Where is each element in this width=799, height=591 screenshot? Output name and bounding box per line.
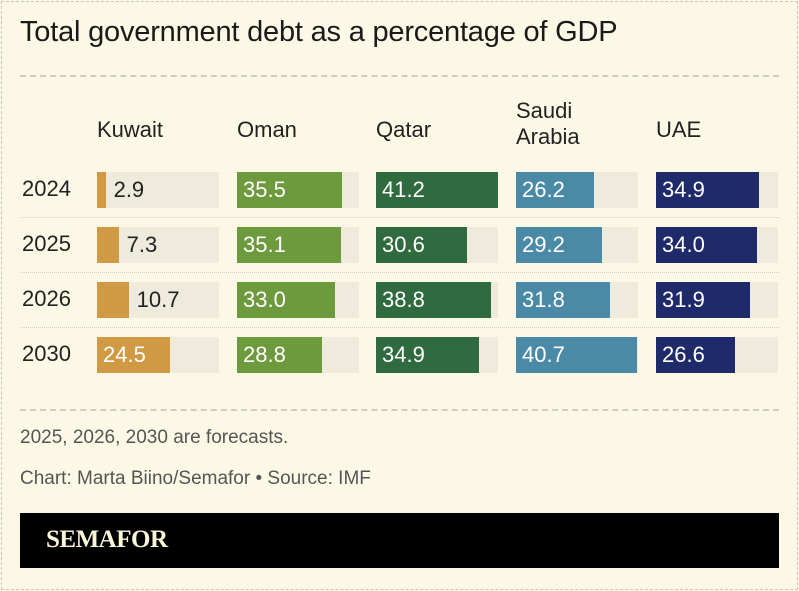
bar-saudi-arabia-2025 xyxy=(516,227,603,263)
column-header-kuwait: Kuwait xyxy=(97,117,164,142)
value-label: 41.2 xyxy=(382,177,425,202)
bar-track: 10.7 xyxy=(97,282,219,318)
bar-track: 30.6 xyxy=(376,227,498,263)
row-separator xyxy=(20,272,779,273)
bar-track: 28.8 xyxy=(237,337,359,373)
value-label: 24.5 xyxy=(103,342,146,367)
semafor-logo: SEMAFOR xyxy=(46,526,168,553)
value-label: 34.9 xyxy=(382,342,425,367)
value-label: 35.1 xyxy=(243,232,286,257)
value-label: 33.0 xyxy=(243,287,286,312)
bar-saudi-arabia-2026 xyxy=(516,282,611,318)
bar-oman-2030 xyxy=(237,337,323,373)
row-label-2026: 2026 xyxy=(22,286,71,311)
value-label: 31.8 xyxy=(522,287,565,312)
value-label: 26.2 xyxy=(522,177,565,202)
column-header-saudi-arabia: Saudi Arabia xyxy=(516,98,580,149)
bar-track: 26.6 xyxy=(656,337,778,373)
row-separator xyxy=(20,327,779,328)
bar-track: 26.2 xyxy=(516,172,638,208)
value-label: 26.6 xyxy=(662,342,705,367)
forecast-note: 2025, 2026, 2030 are forecasts. xyxy=(20,427,289,448)
column-header-qatar: Qatar xyxy=(376,117,432,142)
bar-uae-2025 xyxy=(656,227,757,263)
bar-oman-2024 xyxy=(237,172,343,208)
bar-track: 41.2 xyxy=(376,172,498,208)
bar-track: 40.7 xyxy=(516,337,638,373)
bar-track: 29.2 xyxy=(516,227,638,263)
bar-track: 33.0 xyxy=(237,282,359,318)
bar-oman-2025 xyxy=(237,227,341,263)
value-label: 31.9 xyxy=(662,287,705,312)
bar-uae-2030 xyxy=(656,337,735,373)
value-label: 40.7 xyxy=(522,342,565,367)
value-label: 7.3 xyxy=(126,232,158,257)
bar-track: 24.5 xyxy=(97,337,219,373)
bar-kuwait-2030 xyxy=(97,337,170,373)
value-label: 34.9 xyxy=(662,177,705,202)
bar-track: 31.9 xyxy=(656,282,778,318)
bar-track: 35.1 xyxy=(237,227,359,263)
bar-kuwait-2026 xyxy=(97,282,129,318)
bar-qatar-2026 xyxy=(376,282,491,318)
column-header-uae: UAE xyxy=(656,117,702,142)
bar-saudi-arabia-2030 xyxy=(516,337,637,373)
value-label: 28.8 xyxy=(243,342,286,367)
bar-saudi-arabia-2024 xyxy=(516,172,594,208)
column-header-oman: Oman xyxy=(237,117,297,142)
row-label-2024: 2024 xyxy=(22,176,71,201)
bar-qatar-2025 xyxy=(376,227,467,263)
value-label: 35.5 xyxy=(243,177,286,202)
source-credit: Chart: Marta Biino/Semafor • Source: IMF xyxy=(20,468,371,489)
bar-track: 34.9 xyxy=(656,172,778,208)
value-label: 38.8 xyxy=(382,287,425,312)
bar-kuwait-2025 xyxy=(97,227,119,263)
value-label: 29.2 xyxy=(522,232,565,257)
bar-oman-2026 xyxy=(237,282,335,318)
bar-track: 31.8 xyxy=(516,282,638,318)
top-divider xyxy=(20,75,779,77)
bar-uae-2024 xyxy=(656,172,760,208)
row-label-2025: 2025 xyxy=(22,231,71,256)
bar-track: 7.3 xyxy=(97,227,219,263)
bar-uae-2026 xyxy=(656,282,751,318)
bar-qatar-2030 xyxy=(376,337,480,373)
bar-track: 35.5 xyxy=(237,172,359,208)
bar-track: 38.8 xyxy=(376,282,498,318)
chart-title: Total government debt as a percentage of… xyxy=(20,16,618,48)
bar-qatar-2024 xyxy=(376,172,498,208)
row-separator xyxy=(20,217,779,218)
brand-bar: SEMAFOR xyxy=(20,513,779,568)
bar-track: 34.0 xyxy=(656,227,778,263)
bottom-divider xyxy=(20,409,779,411)
value-label: 34.0 xyxy=(662,232,705,257)
bar-track: 34.9 xyxy=(376,337,498,373)
bar-kuwait-2024 xyxy=(97,172,106,208)
row-label-2030: 2030 xyxy=(22,341,71,366)
value-label: 10.7 xyxy=(136,287,180,312)
value-label: 2.9 xyxy=(113,177,145,202)
value-label: 30.6 xyxy=(382,232,425,257)
bar-track: 2.9 xyxy=(97,172,219,208)
